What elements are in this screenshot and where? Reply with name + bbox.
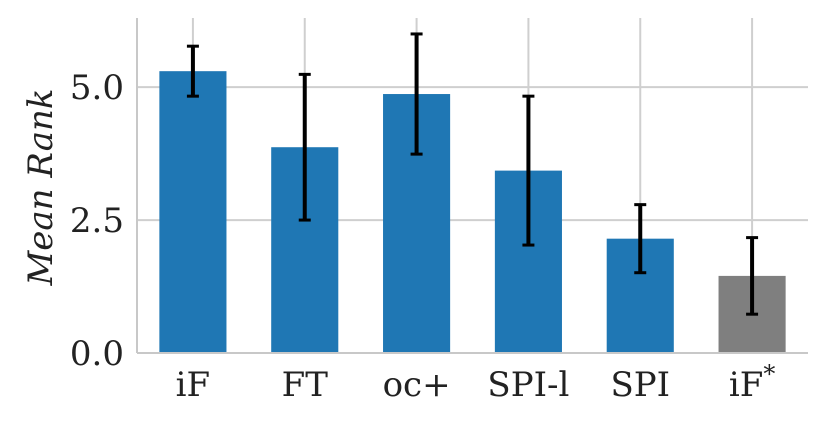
error-bar xyxy=(186,44,199,98)
grid-lines xyxy=(137,18,808,354)
bars xyxy=(159,71,786,354)
x-tick-label: iF* xyxy=(729,360,775,405)
error-bar xyxy=(522,94,535,247)
bar-if xyxy=(159,71,227,353)
y-tick-labels: 0.0 2.5 5.0 xyxy=(70,68,124,374)
y-axis-label: Mean Rank xyxy=(21,88,61,286)
error-bar xyxy=(298,72,311,222)
x-tick-label: SPI-l xyxy=(487,365,569,405)
error-bars xyxy=(186,32,759,316)
y-tick-label: 5.0 xyxy=(70,68,124,108)
y-tick-label: 0.0 xyxy=(70,334,124,374)
x-tick-label: SPI xyxy=(610,365,670,405)
x-tick-label: oc+ xyxy=(383,365,451,405)
error-bar xyxy=(634,203,647,275)
error-bar xyxy=(410,32,423,156)
x-tick-label: FT xyxy=(282,365,329,405)
error-bar xyxy=(746,236,759,316)
x-tick-label: iF xyxy=(176,365,210,405)
y-tick-label: 2.5 xyxy=(70,201,124,241)
axes xyxy=(136,18,808,354)
x-tick-labels: iF FT oc+ SPI-l SPI iF* xyxy=(176,360,776,405)
